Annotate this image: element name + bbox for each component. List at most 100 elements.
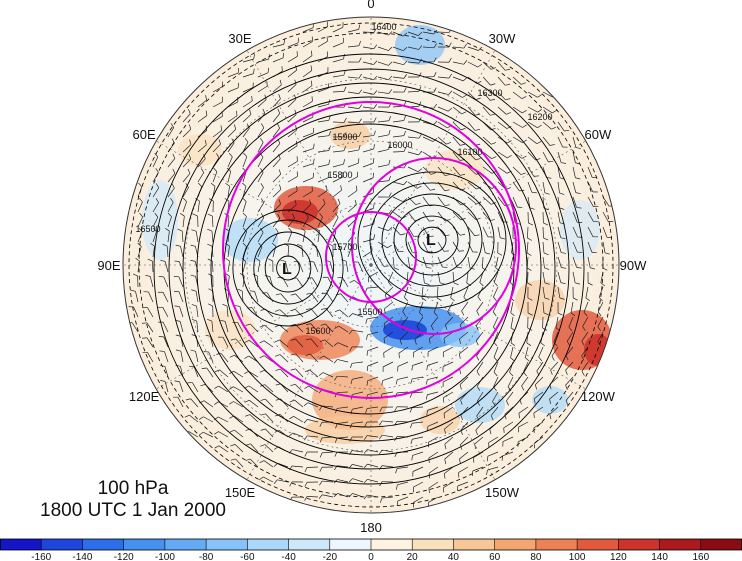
wind-barb-shaft [332,91,345,93]
wind-barb-flag [366,380,368,386]
pressure-level-label: 100 hPa [97,478,169,499]
wind-barb-shaft [352,450,364,453]
wind-barb-flag [154,152,159,158]
wind-barb-flag [278,199,281,205]
wind-barb-shaft [197,115,208,123]
wind-barb-shaft [392,256,395,268]
wind-barb-flag [537,109,543,113]
wind-barb-flag [388,31,393,36]
wind-barb-shaft [407,241,413,253]
height-contour [253,231,323,305]
wind-barb-shaft [226,306,229,318]
wind-barb-shaft [197,99,207,108]
wind-barb-flag [533,413,535,419]
wind-barb-flag [581,370,585,376]
wind-barb-shaft [467,46,479,51]
wind-barb-flag [476,310,480,316]
wind-barb-flag [244,137,249,143]
wind-barb-flag [417,168,423,172]
wind-barb-flag [507,155,512,159]
wind-barb-flag [373,44,378,49]
wind-barb-shaft [287,190,298,198]
wind-barb-shaft [510,346,514,358]
wind-barb-flag [543,312,549,316]
wind-barb-flag [213,401,219,405]
wind-barb-flag [171,183,175,189]
wind-barb-flag [199,416,204,420]
wind-barb-shaft [565,391,574,401]
wind-barb-flag [557,312,563,316]
wind-barb-flag [521,96,527,99]
colorbar-swatch [329,539,372,550]
wind-barb-flag [145,274,151,277]
wind-barb-shaft [467,241,473,253]
wind-barb-flag [521,385,525,391]
wind-barb-shaft [212,215,214,228]
wind-barb-shaft [382,376,394,381]
wind-barb-flag [597,341,602,347]
shaded-anomaly-field [142,25,612,444]
wind-barb-flag [277,213,281,219]
wind-barb-flag [436,297,442,301]
wind-barb-shaft [295,338,304,348]
wind-barb-shaft [332,176,343,183]
wind-barb-flag [319,212,323,218]
wind-barb-flag [358,145,361,151]
wind-barb-shaft [557,121,565,132]
wind-barb-flag [388,159,391,165]
wind-barb-flag [290,293,296,296]
wind-barb-shaft [442,361,454,368]
wind-barb-flag [444,189,450,192]
wind-barb-shaft [398,346,409,354]
longitude-label: 60W [585,127,612,142]
wind-barb-shaft [581,346,589,357]
wind-barb-flag [259,324,265,328]
wind-barb-shaft [407,166,419,173]
wind-barb-flag [305,353,311,356]
wind-barb-shaft [212,171,218,183]
wind-barb-shaft [212,116,223,123]
wind-barb-shaft [180,351,184,363]
wind-barb-flag [575,147,581,149]
wind-barb-shaft [524,346,529,358]
wind-barb-shaft [487,451,499,457]
wind-barb-flag [180,212,185,217]
wind-barb-flag [533,398,536,404]
wind-barb-shaft [263,476,274,483]
colorbar-swatch [700,539,742,550]
wind-barb-shaft [482,196,492,205]
wind-barb-flag [244,399,250,403]
wind-barb-shaft [587,181,594,193]
wind-barb-shaft [549,406,559,415]
wind-barb-flag [428,457,430,464]
wind-barb-flag [259,340,265,344]
wind-barb-flag [152,227,157,232]
wind-barb-shaft [317,103,329,108]
wind-barb-shaft [542,286,546,298]
wind-barb-flag [444,204,450,207]
wind-barb-flag [520,172,526,175]
wind-barb-shaft [164,261,169,273]
wind-barb-shaft [367,435,379,438]
wind-barb-shaft [392,226,401,236]
wind-barb-flag [273,479,278,484]
wind-barb-shaft [467,91,477,100]
wind-barb-shaft [193,366,199,378]
wind-barb-shaft [182,113,191,123]
wind-barb-shaft [542,226,544,239]
wind-barb-flag [446,141,452,145]
wind-barb-flag [347,242,352,247]
wind-barb-shaft [287,176,298,183]
wind-barb-flag [403,87,407,93]
wind-barb-shaft [302,217,309,228]
wind-barb-flag [138,227,143,233]
wind-barb-flag [373,27,377,33]
wind-barb-flag [559,207,565,210]
wind-barb-flag [191,319,197,322]
wind-barb-shaft [287,231,293,243]
wind-barb-flag [260,183,264,188]
wind-barb-shaft [443,391,454,398]
colorbar-swatch [659,539,702,550]
wind-barb-shaft [568,316,574,328]
wind-barb-flag [479,282,484,287]
